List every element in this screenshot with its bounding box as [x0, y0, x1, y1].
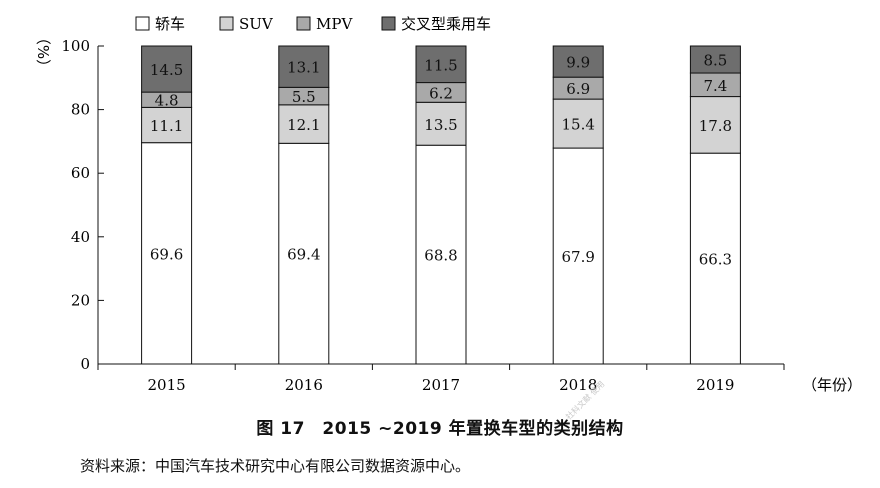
data-label: 66.3 — [699, 251, 732, 269]
data-label: 69.6 — [150, 245, 183, 263]
bar-segment — [552, 147, 604, 365]
bar-segment — [278, 142, 330, 365]
legend-label: 交叉型乘用车 — [401, 15, 491, 33]
data-label: 11.5 — [424, 56, 457, 74]
legend-swatch — [296, 16, 311, 31]
legend-label: SUV — [239, 15, 274, 33]
y-tick-label: 100 — [61, 37, 90, 55]
data-label: 9.9 — [566, 54, 590, 72]
data-label: 5.5 — [292, 88, 316, 106]
y-tick-label: 20 — [71, 291, 90, 309]
data-label: 12.1 — [287, 116, 320, 134]
bar-segment — [689, 45, 741, 74]
x-tick-label: 2018 — [559, 376, 597, 394]
bar-segment — [689, 96, 741, 154]
x-tick-label: 2016 — [285, 376, 323, 394]
data-label: 4.8 — [155, 92, 179, 110]
data-label: 13.5 — [424, 116, 457, 134]
legend-swatch — [135, 16, 150, 31]
data-label: 13.1 — [287, 59, 320, 77]
y-tick-label: 0 — [80, 355, 90, 373]
legend-label: MPV — [316, 15, 353, 33]
bar-segment — [278, 104, 330, 144]
bar-segment — [415, 45, 467, 84]
bar-segment — [141, 142, 193, 365]
bar-segment — [415, 101, 467, 146]
bar-segment — [141, 106, 193, 144]
bar-segment — [415, 144, 467, 365]
data-label: 14.5 — [150, 61, 183, 79]
y-axis-label: （%） — [34, 30, 52, 74]
x-tick-label: 2015 — [148, 376, 186, 394]
data-label: 6.2 — [429, 84, 453, 102]
legend-label: 轿车 — [155, 15, 185, 33]
data-label: 15.4 — [561, 116, 594, 134]
x-tick-label: 2019 — [696, 376, 734, 394]
data-label: 6.9 — [566, 80, 590, 98]
data-label: 17.8 — [699, 117, 732, 135]
bar-segment — [278, 45, 330, 88]
data-label: 67.9 — [561, 248, 594, 266]
data-label: 69.4 — [287, 246, 320, 264]
bar-segment — [552, 98, 604, 149]
stacked-bar-chart: 0 20 40 60 80 100 （%） 2015 2016 2017 2018 2019 （年份） 6… — [34, 15, 862, 394]
bar-segment — [141, 45, 193, 93]
data-label: 8.5 — [703, 52, 727, 70]
y-tick-label: 60 — [71, 164, 90, 182]
data-label: 11.1 — [150, 117, 183, 135]
y-tick-label: 40 — [71, 228, 90, 246]
x-axis-label: （年份） — [802, 376, 862, 394]
source-note: 资料来源：中国汽车技术研究中心有限公司数据资源中心。 — [80, 457, 471, 475]
legend-swatch — [381, 16, 396, 31]
y-tick-label: 80 — [71, 101, 90, 119]
data-label: 68.8 — [424, 247, 457, 265]
bar-segment — [552, 45, 604, 78]
data-label: 7.4 — [703, 77, 727, 95]
figure-caption: 图 17 2015 ~2019 年置换车型的类别结构 — [256, 419, 624, 439]
legend-swatch — [219, 16, 234, 31]
x-tick-label: 2017 — [422, 376, 460, 394]
